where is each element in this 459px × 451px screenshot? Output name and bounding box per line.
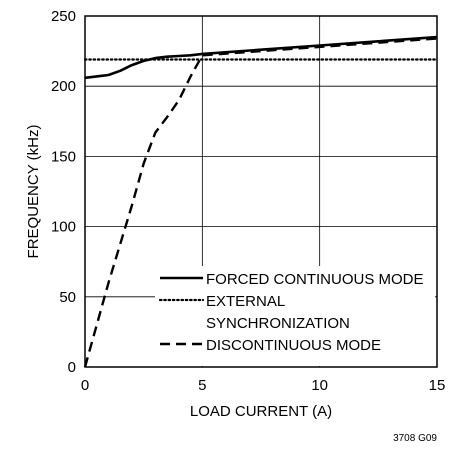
legend-background [155,266,435,366]
figure-id: 3708 G09 [393,433,437,444]
legend-label: FORCED CONTINUOUS MODE [206,271,424,288]
x-tick-label: 15 [429,377,446,394]
y-axis-ticks: 0 50 100 150 200 250 [51,8,76,376]
x-tick-label: 5 [198,377,206,394]
y-tick-label: 250 [51,8,76,25]
legend-label: SYNCHRONIZATION [206,315,350,332]
series-layer [83,35,439,368]
x-tick-label: 0 [81,377,89,394]
x-axis-label: LOAD CURRENT (A) [190,403,332,420]
plot-frame [84,15,438,368]
y-tick-label: 0 [68,359,76,376]
x-tick-label: 10 [311,377,328,394]
y-tick-label: 200 [51,78,76,95]
y-tick-label: 150 [51,148,76,165]
y-axis-label: FREQUENCY (kHz) [25,125,42,259]
x-axis-ticks: 0 5 10 15 [81,377,446,394]
legend-label: DISCONTINUOUS MODE [206,337,381,354]
series-line-solid [84,35,438,80]
y-tick-label: 50 [59,289,76,306]
legend: FORCED CONTINUOUS MODE EXTERNAL SYNCHRONIZ… [155,266,435,366]
y-tick-label: 100 [51,219,76,236]
legend-label: EXTERNAL [206,293,285,310]
series-line-dashed [83,37,438,368]
